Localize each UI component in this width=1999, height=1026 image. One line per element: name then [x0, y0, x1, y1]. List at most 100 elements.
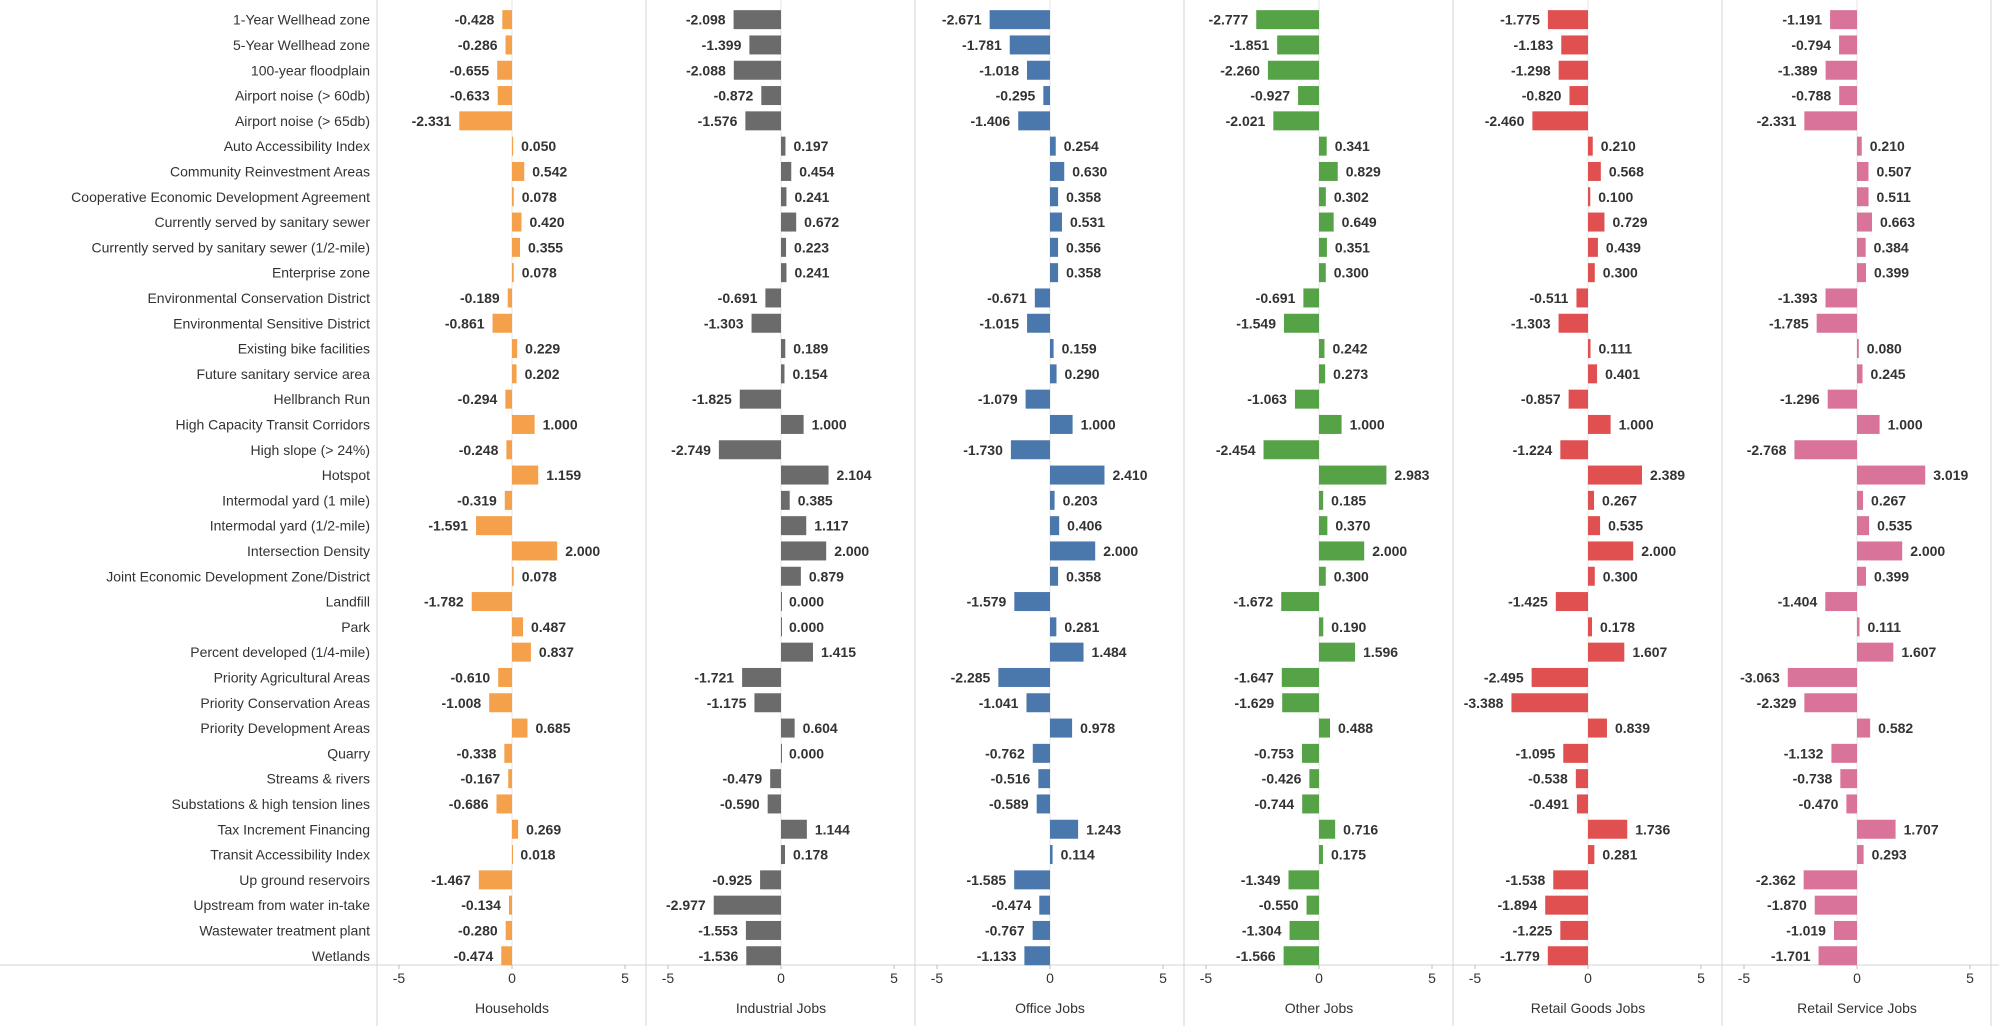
category-label: Tax Increment Financing: [217, 821, 370, 837]
value-label: -1.225: [1513, 922, 1553, 938]
value-label: 0.663: [1880, 214, 1915, 230]
tick-label: 0: [1853, 970, 1861, 986]
bar: [1319, 465, 1387, 485]
value-label: 2.000: [834, 543, 869, 559]
value-label: 0.685: [535, 720, 570, 736]
bar: [512, 364, 517, 384]
value-label: 1.159: [546, 467, 581, 483]
series-name: Retail Goods Jobs: [1531, 1000, 1645, 1016]
bar: [512, 136, 514, 156]
value-label: 0.978: [1080, 720, 1115, 736]
value-label: 0.355: [528, 239, 563, 255]
value-label: -0.474: [454, 948, 494, 964]
value-label: -0.861: [445, 315, 485, 331]
bar: [1857, 718, 1871, 738]
bar: [1277, 35, 1319, 55]
category-label: Up ground reservoirs: [239, 872, 370, 888]
bar: [1319, 490, 1324, 510]
bar: [781, 845, 786, 865]
tick-label: 0: [508, 970, 516, 986]
bar: [733, 10, 781, 30]
tick-label: 0: [777, 970, 785, 986]
category-label: Auto Accessibility Index: [224, 138, 370, 154]
bar: [770, 769, 781, 789]
bar: [1043, 86, 1050, 106]
value-label: 1.596: [1363, 644, 1398, 660]
bar: [1588, 339, 1591, 359]
bar: [1588, 845, 1595, 865]
category-label: Substations & high tension lines: [172, 796, 370, 812]
bar: [1319, 339, 1325, 359]
tick-label: -5: [1738, 970, 1751, 986]
bar: [739, 389, 781, 409]
bar: [742, 667, 781, 687]
value-label: -1.008: [442, 695, 482, 711]
bar: [745, 111, 781, 131]
bar: [1804, 693, 1857, 713]
bar: [1050, 566, 1059, 586]
value-label: -0.295: [996, 88, 1036, 104]
bar: [1857, 414, 1880, 434]
bar: [1588, 819, 1628, 839]
value-label: -0.319: [457, 492, 497, 508]
bar: [1555, 592, 1588, 612]
value-label: -1.851: [1229, 37, 1269, 53]
value-label: 0.542: [532, 163, 567, 179]
bar: [512, 541, 558, 561]
bar: [1319, 541, 1365, 561]
value-label: 0.420: [529, 214, 564, 230]
bar: [1319, 414, 1342, 434]
bar: [1588, 566, 1595, 586]
category-label: Airport noise (> 65db): [235, 113, 370, 129]
value-label: 1.243: [1086, 821, 1121, 837]
bar: [781, 414, 804, 434]
category-label: 5-Year Wellhead zone: [233, 37, 370, 53]
value-label: -1.894: [1497, 897, 1537, 913]
bar: [1857, 339, 1859, 359]
bar: [751, 313, 781, 333]
bar: [1804, 111, 1857, 131]
bar: [1026, 693, 1050, 713]
bar: [1560, 920, 1588, 940]
bar: [1588, 642, 1625, 662]
value-label: -1.825: [692, 391, 732, 407]
value-label: 0.716: [1343, 821, 1378, 837]
bar: [781, 339, 786, 359]
tick-label: 5: [1159, 970, 1167, 986]
bar: [1014, 592, 1050, 612]
bar: [1803, 870, 1857, 890]
series-name: Retail Service Jobs: [1797, 1000, 1917, 1016]
bar: [1267, 60, 1319, 80]
value-label: 0.300: [1334, 265, 1369, 281]
tick-label: -5: [1200, 970, 1213, 986]
value-label: 1.484: [1092, 644, 1127, 660]
bar: [1588, 465, 1642, 485]
value-label: -2.098: [686, 12, 726, 28]
value-label: 0.454: [799, 163, 834, 179]
category-label: Transit Accessibility Index: [210, 847, 370, 863]
category-label: Priority Conservation Areas: [200, 695, 370, 711]
value-label: -1.549: [1236, 315, 1276, 331]
bar: [497, 60, 512, 80]
value-label: -1.389: [1778, 62, 1818, 78]
category-label: High Capacity Transit Corridors: [175, 416, 370, 432]
bar: [1319, 263, 1326, 283]
category-label: Hellbranch Run: [274, 391, 371, 407]
bar: [1558, 60, 1588, 80]
value-label: -2.460: [1485, 113, 1525, 129]
value-label: -1.647: [1234, 669, 1274, 685]
bar: [1588, 161, 1601, 181]
value-label: 0.384: [1874, 239, 1909, 255]
value-label: -2.021: [1226, 113, 1266, 129]
bar: [1857, 161, 1869, 181]
bar: [1561, 35, 1588, 55]
bar: [512, 819, 519, 839]
value-label: 0.341: [1335, 138, 1370, 154]
value-label: -0.610: [451, 669, 491, 685]
value-label: 0.185: [1331, 492, 1366, 508]
value-label: -0.189: [460, 290, 500, 306]
value-label: -0.550: [1259, 897, 1299, 913]
value-label: 1.736: [1635, 821, 1670, 837]
bar: [1319, 718, 1331, 738]
